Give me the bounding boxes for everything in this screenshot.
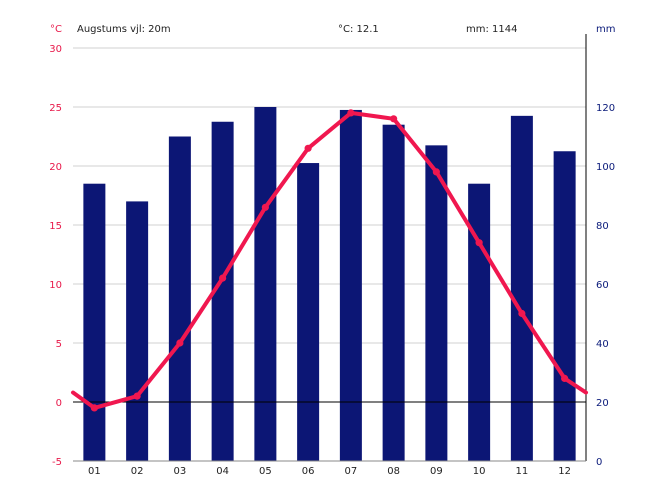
left-tick-label: 10 xyxy=(49,280,62,291)
month-label-05: 05 xyxy=(259,466,272,477)
month-label-11: 11 xyxy=(516,466,529,477)
axes-layer xyxy=(73,34,587,462)
left-tick-label: 20 xyxy=(49,162,62,173)
precip-bar-08 xyxy=(382,124,405,461)
month-label-04: 04 xyxy=(216,466,229,477)
month-label-10: 10 xyxy=(473,466,486,477)
left-tick-label: 15 xyxy=(49,221,62,232)
right-tick-label: 120 xyxy=(596,103,615,114)
temperature-point-04 xyxy=(219,274,227,282)
precip-bar-05 xyxy=(254,107,277,461)
temperature-point-02 xyxy=(133,392,141,400)
temperature-point-01 xyxy=(90,404,98,412)
grid-layer xyxy=(73,47,586,462)
temperature-point-06 xyxy=(304,144,312,152)
month-label-06: 06 xyxy=(302,466,315,477)
left-tick-label: 0 xyxy=(56,398,62,409)
temperature-point-07 xyxy=(347,109,355,117)
total-precipitation-label: mm: 1144 xyxy=(466,24,517,35)
altitude-label: Augstums vjl: 20m xyxy=(77,24,171,35)
temperature-point-05 xyxy=(261,203,269,211)
precip-bar-09 xyxy=(425,145,448,461)
right-tick-label: 60 xyxy=(596,280,609,291)
left-axis-unit: °C xyxy=(50,24,62,35)
temperature-point-10 xyxy=(475,239,483,247)
left-tick-label: 25 xyxy=(49,103,62,114)
precip-bar-07 xyxy=(339,109,362,461)
month-label-07: 07 xyxy=(345,466,358,477)
month-label-03: 03 xyxy=(174,466,187,477)
temperature-point-09 xyxy=(432,168,440,176)
temperature-point-12 xyxy=(561,374,569,382)
month-label-01: 01 xyxy=(88,466,101,477)
left-tick-label: 5 xyxy=(56,339,62,350)
precip-bar-02 xyxy=(126,201,149,461)
right-tick-label: 0 xyxy=(596,457,602,468)
precip-bar-04 xyxy=(211,121,234,461)
temperature-point-03 xyxy=(176,339,184,347)
precip-bar-01 xyxy=(83,183,106,461)
precip-bar-03 xyxy=(168,136,191,461)
precip-bar-10 xyxy=(468,183,491,461)
month-label-12: 12 xyxy=(558,466,571,477)
right-tick-label: 100 xyxy=(596,162,615,173)
precip-bar-11 xyxy=(510,115,533,461)
precip-bar-12 xyxy=(553,151,576,461)
temperature-point-08 xyxy=(390,115,398,123)
mean-temperature-label: °C: 12.1 xyxy=(338,24,379,35)
precip-bar-06 xyxy=(297,163,320,462)
temperature-line-layer xyxy=(71,109,588,412)
month-label-08: 08 xyxy=(387,466,400,477)
month-label-02: 02 xyxy=(131,466,144,477)
temperature-line xyxy=(71,110,588,410)
right-tick-label: 20 xyxy=(596,398,609,409)
left-tick-label: -5 xyxy=(52,457,62,468)
temperature-point-11 xyxy=(518,309,526,318)
right-axis-unit: mm xyxy=(596,24,615,35)
left-tick-label: 30 xyxy=(49,44,62,55)
right-tick-label: 40 xyxy=(596,339,609,350)
month-label-09: 09 xyxy=(430,466,443,477)
right-tick-label: 80 xyxy=(596,221,609,232)
